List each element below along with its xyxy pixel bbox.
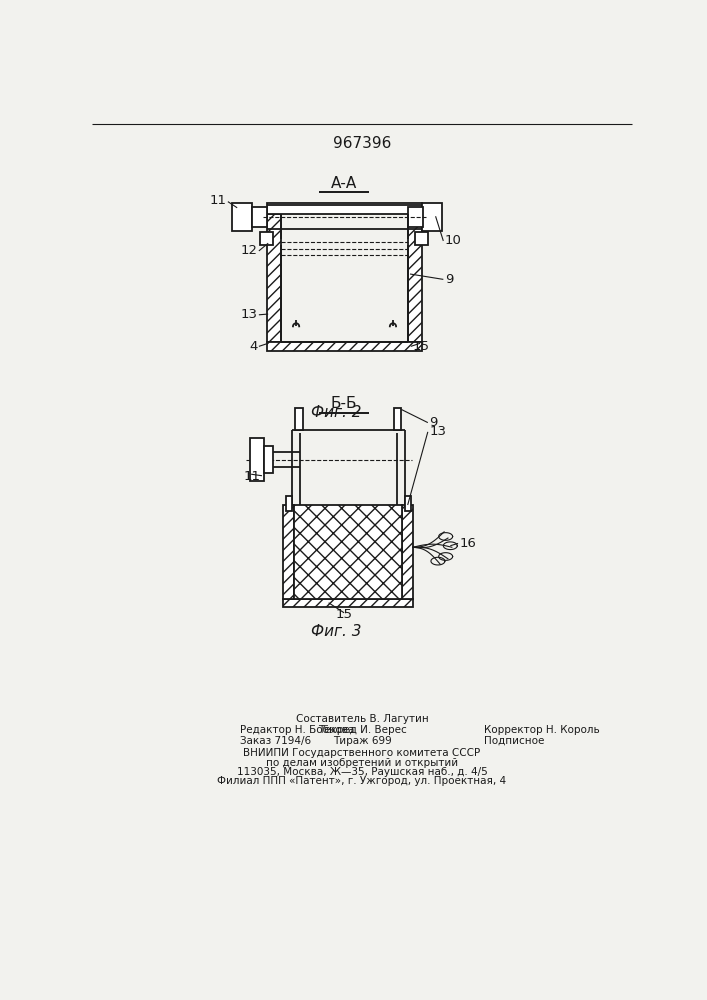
Text: Б-Б: Б-Б (331, 396, 357, 411)
Bar (286, 496, 292, 511)
Text: Составитель В. Лагутин: Составитель В. Лагутин (296, 714, 428, 724)
Text: А-А: А-А (331, 176, 357, 191)
Text: Техред И. Верес: Техред И. Верес (317, 725, 407, 735)
Text: Заказ 7194/6: Заказ 7194/6 (240, 736, 310, 746)
Text: Фиг. 2: Фиг. 2 (311, 405, 361, 420)
Text: 15: 15 (336, 608, 353, 621)
Text: Корректор Н. Король: Корректор Н. Король (484, 725, 600, 735)
Text: 9: 9 (429, 416, 438, 429)
Text: 113035, Москва, Ж—35, Раушская наб., д. 4/5: 113035, Москва, Ж—35, Раушская наб., д. … (237, 767, 487, 777)
Text: 11: 11 (243, 470, 260, 483)
Text: 4: 4 (249, 340, 257, 353)
Bar (394, 408, 402, 430)
Bar (293, 505, 402, 599)
Bar (421, 203, 442, 231)
Bar (409, 207, 423, 227)
Text: 15: 15 (412, 340, 429, 353)
Text: 16: 16 (460, 537, 477, 550)
Text: 12: 12 (240, 244, 257, 257)
Bar (416, 232, 428, 245)
Text: 10: 10 (445, 234, 462, 247)
Bar (264, 446, 273, 473)
Text: 11: 11 (209, 194, 226, 207)
Bar (260, 232, 273, 245)
Bar (267, 203, 421, 214)
Bar (267, 342, 421, 351)
Bar (409, 214, 422, 342)
Text: ВНИИПИ Государственного комитета СССР: ВНИИПИ Государственного комитета СССР (243, 748, 481, 758)
Bar (267, 214, 281, 342)
Bar (252, 207, 267, 227)
Text: Тираж 699: Тираж 699 (332, 736, 392, 746)
Text: Фиг. 3: Фиг. 3 (311, 624, 361, 639)
Bar (232, 203, 252, 231)
Text: 967396: 967396 (333, 136, 391, 151)
Bar (283, 505, 293, 599)
Text: Подписное: Подписное (484, 736, 544, 746)
Bar (402, 505, 413, 599)
Text: 9: 9 (445, 273, 453, 286)
Bar (404, 496, 411, 511)
Text: Редактор Н. Бобкова: Редактор Н. Бобкова (240, 725, 354, 735)
Text: 13: 13 (429, 425, 446, 438)
Text: Филиал ППП «Патент», г. Ужгород, ул. Проектная, 4: Филиал ППП «Патент», г. Ужгород, ул. Про… (217, 776, 506, 786)
Bar (283, 599, 413, 607)
Bar (250, 438, 264, 481)
Bar (296, 408, 303, 430)
Text: по делам изобретений и открытий: по делам изобретений и открытий (266, 758, 458, 768)
Text: 13: 13 (240, 308, 257, 321)
